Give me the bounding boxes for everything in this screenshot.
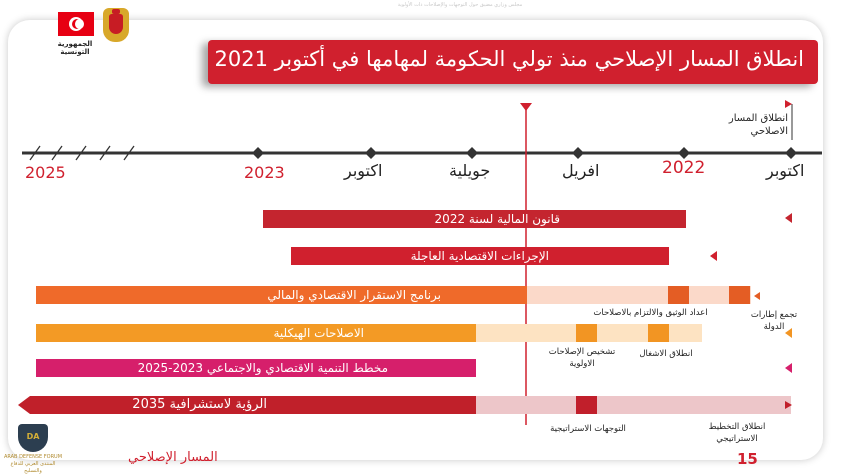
timeline-diamond [785, 147, 797, 159]
shield-icon [18, 424, 48, 452]
bar-vision-2035 [18, 396, 476, 414]
timeline-tick [29, 145, 41, 161]
note-strategic-planning: انطلاق التخطيط الاستراتيجي [708, 422, 766, 444]
tunisia-flag-icon [58, 12, 94, 36]
milestone-marker [668, 286, 689, 304]
watermark-name: DA [26, 432, 40, 441]
milestone-marker [648, 324, 669, 342]
note-strategic-directions: التوجهات الاستراتيجية [550, 424, 626, 434]
timeline-label-2023: 2023 [244, 163, 285, 182]
bar-structural-reforms-label: الاصلاحات الهيكلية [273, 326, 364, 340]
milestone-marker [576, 396, 597, 414]
timeline-diamond [678, 147, 690, 159]
timeline-diamond [572, 147, 584, 159]
current-date-marker-icon [520, 103, 532, 111]
bar-stability-program: برنامج الاستقرار الاقتصادي والمالي [36, 286, 527, 304]
arrow-left-icon [785, 363, 792, 373]
arrow-left-icon [785, 328, 792, 338]
timeline-diamond [466, 147, 478, 159]
bar-vision-2035-future [476, 396, 781, 414]
note-state-gathering: تجمع إطارات الدولة [750, 310, 798, 332]
slide-title: انطلاق المسار الإصلاحي منذ تولي الحكومة … [214, 47, 804, 71]
note-prep-document: اعداد الوثيق والالتزام بالاصلاحات [593, 308, 708, 318]
bar-stability-program-label: برنامج الاستقرار الاقتصادي والمالي [267, 288, 441, 302]
timeline-tick [99, 145, 111, 161]
bar-urgent-measures-label: الإجراءات الاقتصادية العاجلة [410, 249, 549, 263]
page-number: 15 [737, 450, 758, 468]
slide-frame [8, 20, 823, 460]
tunisia-emblem-icon [103, 8, 129, 42]
timeline-tick [51, 145, 63, 161]
footer-section-title: المسار الإصلاحي [128, 450, 218, 465]
arrow-left-icon [754, 292, 760, 300]
watermark-text: ARAB DEFENSE FORUM المنتدى العربي للدفاع… [3, 454, 63, 474]
timeline-label-2025: 2025 [25, 163, 66, 182]
watermark-logo: DA ARAB DEFENSE FORUM المنتدى العربي للد… [2, 420, 64, 474]
bar-development-plan: مخطط التنمية الاقتصادي والاجتماعي 2023-2… [36, 359, 476, 377]
timeline-tick [75, 145, 87, 161]
timeline-tick [123, 145, 135, 161]
arrow-left-icon [785, 100, 792, 108]
note-work-start: انطلاق الاشغال [639, 349, 693, 359]
bar-stability-program-future [527, 286, 751, 304]
bar-structural-reforms: الاصلاحات الهيكلية [36, 324, 476, 342]
bar-finance-law: قانون المالية لسنة 2022 [263, 210, 686, 228]
timeline-label-april: افريل [562, 161, 600, 180]
timeline-diamond [252, 147, 264, 159]
title-banner: انطلاق المسار الإصلاحي منذ تولي الحكومة … [208, 40, 818, 84]
timeline-label-july: جويلية [449, 161, 491, 180]
note-diagnosis: تشخيص الإصلاحات الاولوية [548, 347, 616, 369]
arrow-left-icon [785, 401, 792, 409]
timeline-label-october-2021: اكتوبر [766, 161, 805, 180]
arrow-left-icon [785, 213, 792, 223]
bar-urgent-measures: الإجراءات الاقتصادية العاجلة [291, 247, 669, 265]
arrow-left-icon [710, 251, 717, 261]
bar-development-plan-label: مخطط التنمية الاقتصادي والاجتماعي 2023-2… [137, 361, 388, 375]
start-note: انطلاق المسار الاصلاحي [728, 113, 788, 137]
bar-finance-law-label: قانون المالية لسنة 2022 [434, 212, 560, 226]
milestone-marker [729, 286, 750, 304]
milestone-marker [576, 324, 597, 342]
timeline-diamond [365, 147, 377, 159]
timeline-label-october-2022: اكتوبر [344, 161, 383, 180]
header-note: مجلس وزاري مضيق حول التوجهات والإصلاحات … [397, 2, 523, 8]
bar-vision-2035-label: الرؤية لاستشرافية 2035 [132, 397, 267, 412]
timeline-label-2022: 2022 [662, 158, 706, 178]
republic-label: الجمهورية التونسية [57, 40, 93, 56]
